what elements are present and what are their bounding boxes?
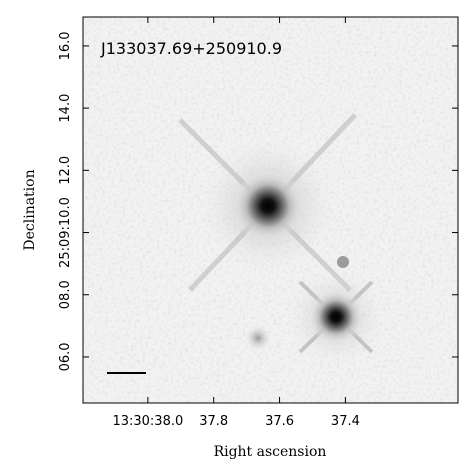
x-tick-label: 37.6 <box>265 414 294 429</box>
y-axis-label: Declination <box>22 169 38 250</box>
sky-image <box>83 17 458 403</box>
y-tick-label: 08.0 <box>58 280 73 309</box>
chart-title: J133037.69+250910.9 <box>100 39 282 58</box>
y-tick-label: 12.0 <box>58 156 73 185</box>
y-tick-label: 25:09:10.0 <box>58 197 73 268</box>
x-tick-label: 37.8 <box>199 414 228 429</box>
y-tick-label: 14.0 <box>58 94 73 123</box>
y-tick-label: 16.0 <box>58 31 73 60</box>
x-tick-label: 37.4 <box>331 414 360 429</box>
y-tick-label: 06.0 <box>58 342 73 371</box>
plot-frame <box>82 16 459 404</box>
x-axis-label: Right ascension <box>214 444 327 460</box>
x-tick-label: 13:30:38.0 <box>112 414 183 429</box>
